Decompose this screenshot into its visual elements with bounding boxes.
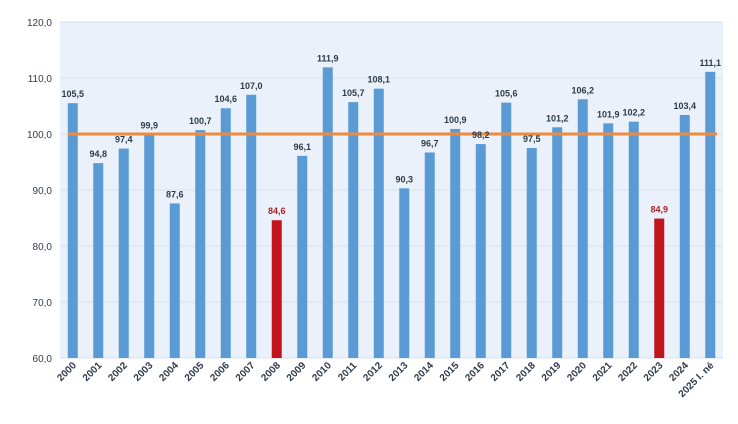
bar-2021 [603, 123, 614, 358]
x-tick-label: 2005 [183, 360, 207, 384]
data-label: 96,7 [421, 138, 439, 148]
bar-2018 [526, 148, 537, 358]
x-tick-label: 2018 [514, 360, 538, 384]
data-label: 105,7 [342, 88, 365, 98]
y-tick-label: 60,0 [33, 354, 53, 365]
data-label: 100,9 [444, 115, 467, 125]
x-tick-label: 2021 [591, 360, 615, 384]
bar-layer [67, 67, 716, 359]
y-tick-label: 80,0 [33, 242, 53, 253]
x-tick-label: 2010 [310, 360, 334, 384]
bar-2000 [67, 103, 78, 358]
data-label: 102,2 [622, 108, 645, 118]
data-label: 87,6 [166, 189, 184, 199]
data-label: 107,0 [240, 81, 263, 91]
bar-2023 [654, 218, 665, 358]
x-tick-label: 2019 [540, 360, 564, 384]
bar-2020 [577, 99, 588, 358]
bar-2011 [348, 102, 359, 358]
x-tick-label: 2022 [616, 360, 640, 384]
x-tick-label: 2009 [285, 360, 309, 384]
x-tick-label: 2003 [132, 360, 156, 384]
bar-2005 [195, 130, 206, 358]
data-label: 97,4 [115, 135, 133, 145]
x-tick-label: 2001 [81, 360, 105, 384]
bar-2002 [118, 148, 129, 358]
data-label: 111,9 [317, 53, 339, 63]
data-label: 111,1 [699, 58, 721, 68]
data-label: 94,8 [89, 149, 107, 159]
data-label: 97,5 [523, 134, 541, 144]
data-label: 104,6 [214, 94, 237, 104]
data-label: 98,2 [472, 130, 490, 140]
y-tick-label: 120,0 [27, 18, 52, 29]
data-label: 100,7 [189, 116, 212, 126]
bar-2006 [220, 108, 231, 359]
bar-2024 [679, 114, 690, 359]
x-tick-label: 2006 [208, 360, 232, 384]
bar-2014 [424, 152, 435, 358]
y-tick-label: 100,0 [27, 130, 52, 141]
data-label: 84,6 [268, 206, 286, 216]
x-tick-label: 2004 [157, 360, 181, 384]
data-label: 96,1 [293, 142, 311, 152]
y-tick-label: 70,0 [33, 298, 53, 309]
data-label: 105,6 [495, 89, 518, 99]
data-label: 101,9 [597, 109, 620, 119]
y-tick-label: 110,0 [28, 74, 53, 85]
x-tick-label: 2023 [642, 360, 666, 384]
bar-2022 [628, 121, 639, 359]
x-tick-label: 2000 [55, 360, 79, 384]
bar-2017 [501, 102, 512, 358]
x-tick-label: 2012 [361, 360, 385, 384]
bar-2013 [399, 188, 410, 358]
data-label: 90,3 [395, 174, 413, 184]
data-label: 105,5 [61, 89, 84, 99]
x-axis-labels: 2000 2001 2002 2003 2004 2005 2006 2007 2008 2009… [55, 360, 716, 400]
data-label: 103,4 [673, 101, 696, 111]
x-tick-label: 2014 [412, 360, 436, 384]
bar-2009 [297, 155, 308, 358]
x-tick-label: 2008 [259, 360, 283, 384]
x-tick-label: 2013 [387, 360, 411, 384]
bar-2003 [144, 134, 155, 358]
bar-2019 [552, 127, 563, 358]
x-tick-label: 2015 [438, 360, 462, 384]
x-tick-label: 2016 [463, 360, 487, 384]
x-tick-label: 2011 [336, 360, 359, 383]
bar-2025-I-n- [705, 71, 716, 358]
data-label: 101,2 [546, 113, 569, 123]
x-tick-label: 2020 [565, 360, 589, 384]
data-label: 106,2 [571, 85, 594, 95]
bar-2012 [373, 88, 384, 358]
data-label: 99,9 [140, 121, 158, 131]
x-tick-label: 2017 [489, 360, 513, 384]
y-axis-labels: 60,0 70,0 80,0 90,0 100,0 110,0 120,0 [27, 18, 52, 365]
bar-2016 [475, 144, 486, 358]
bar-2004 [169, 203, 180, 358]
bar-2008 [271, 220, 282, 358]
bar-2007 [246, 94, 257, 359]
data-label: 84,9 [650, 205, 668, 215]
y-tick-label: 90,0 [33, 186, 53, 197]
bar-2001 [93, 163, 104, 358]
bar-2010 [322, 67, 333, 359]
x-tick-label: 2002 [106, 360, 130, 384]
data-label: 108,1 [367, 75, 390, 85]
x-tick-label: 2007 [234, 360, 258, 384]
bar-2015 [450, 128, 461, 358]
